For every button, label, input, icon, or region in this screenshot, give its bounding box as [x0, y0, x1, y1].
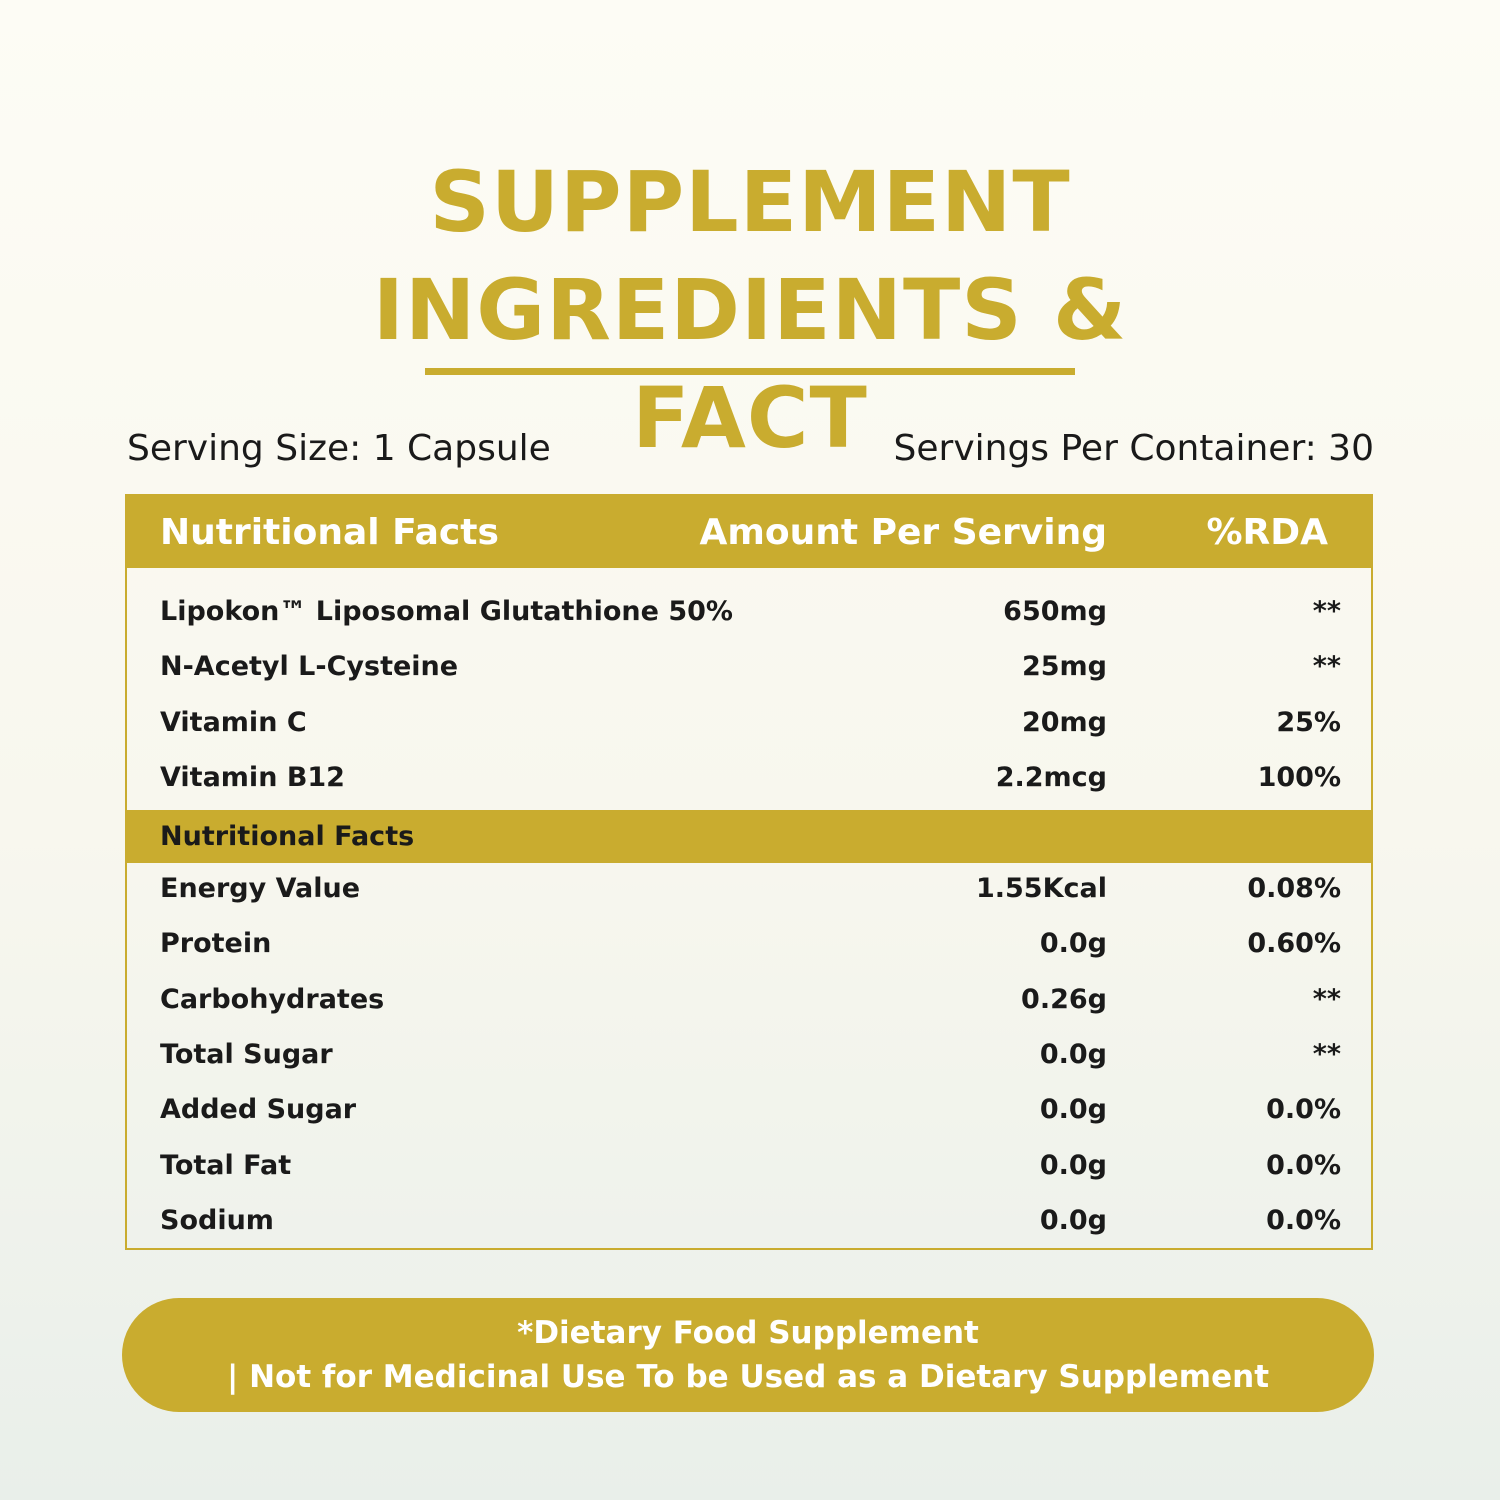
table-cell: ** [1312, 983, 1341, 1015]
table-cell: 0.0g [1039, 1038, 1107, 1070]
footer-line: *Dietary Food Supplement [517, 1315, 979, 1351]
table-cell: 25% [1276, 706, 1341, 738]
table-cell: Vitamin B12 [160, 761, 345, 793]
table-row: Total Sugar 0.0g ** [127, 1027, 1371, 1082]
table-cell: Energy Value [160, 873, 361, 904]
table-cell: Total Fat [160, 1149, 292, 1181]
section-band: Nutritional Facts [127, 810, 1371, 863]
table-cell: Total Sugar [160, 1038, 333, 1070]
table-cell: 0.08% [1247, 873, 1341, 904]
table-cell: 650mg [1003, 596, 1107, 627]
table-cell: 20mg [1021, 706, 1107, 738]
table-row: Protein 0.0g 0.60% [127, 916, 1371, 971]
table-row: Lipokon™ Liposomal Glutathione 50% 650mg *… [127, 584, 1371, 639]
header-cell: Nutritional Facts [160, 512, 499, 553]
footer-note: *Dietary Food Supplement | Not for Medic… [122, 1298, 1374, 1412]
table-row: Energy Value 1.55Kcal 0.08% [127, 861, 1371, 916]
table-cell: ** [1312, 1038, 1341, 1070]
table-row: N-Acetyl L-Cysteine 25mg ** [127, 639, 1371, 694]
table-row: Carbohydrates 0.26g ** [127, 972, 1371, 1027]
table-row: Vitamin B12 2.2mcg 100% [127, 750, 1371, 805]
table-cell: 0.0g [1039, 1149, 1107, 1181]
table-cell: 0.60% [1247, 928, 1341, 960]
title-rule [425, 368, 1075, 375]
section-label: Nutritional Facts [160, 821, 415, 852]
table-cell: 0.0g [1039, 1094, 1107, 1126]
table-cell: Vitamin C [160, 706, 307, 738]
table-cell: 0.0% [1266, 1094, 1341, 1126]
table-cell: Protein [160, 928, 272, 960]
table-row: Sodium 0.0g 0.0% [127, 1193, 1371, 1248]
table-cell: N-Acetyl L-Cysteine [160, 651, 459, 683]
table-cell: Sodium [160, 1204, 274, 1236]
table-row: Total Fat 0.0g 0.0% [127, 1138, 1371, 1193]
table-cell: Carbohydrates [160, 983, 385, 1015]
serving-size: Serving Size: 1 Capsule [127, 428, 551, 469]
facts-table: Nutritional Facts Amount Per Serving %RD… [125, 494, 1373, 1250]
table-cell: ** [1312, 651, 1341, 683]
table-cell: 0.0% [1266, 1149, 1341, 1181]
title: SUPPLEMENT INGREDIENTS & FACT [372, 153, 1128, 467]
table-cell: ** [1312, 596, 1341, 627]
table-row: Added Sugar 0.0g 0.0% [127, 1082, 1371, 1137]
footer-line: | Not for Medicinal Use To be Used as a … [226, 1359, 1270, 1395]
header-cell: Amount Per Serving [699, 512, 1108, 553]
table-row: Vitamin C 20mg 25% [127, 695, 1371, 750]
table-cell: 0.0% [1266, 1204, 1341, 1236]
table-cell: 25mg [1021, 651, 1107, 683]
table-cell: Lipokon™ Liposomal Glutathione 50% [160, 596, 733, 627]
table-header: Nutritional Facts Amount Per Serving %RD… [127, 496, 1371, 568]
table-cell: 1.55Kcal [975, 873, 1107, 904]
header-cell: %RDA [1206, 512, 1328, 553]
table-cell: 100% [1257, 761, 1341, 793]
table-cell: 0.26g [1021, 983, 1107, 1015]
table-cell: 0.0g [1039, 928, 1107, 960]
table-cell: 0.0g [1039, 1204, 1107, 1236]
table-cell: 2.2mcg [995, 761, 1107, 793]
servings-per-container: Servings Per Container: 30 [893, 428, 1374, 469]
table-cell: Added Sugar [160, 1094, 357, 1126]
